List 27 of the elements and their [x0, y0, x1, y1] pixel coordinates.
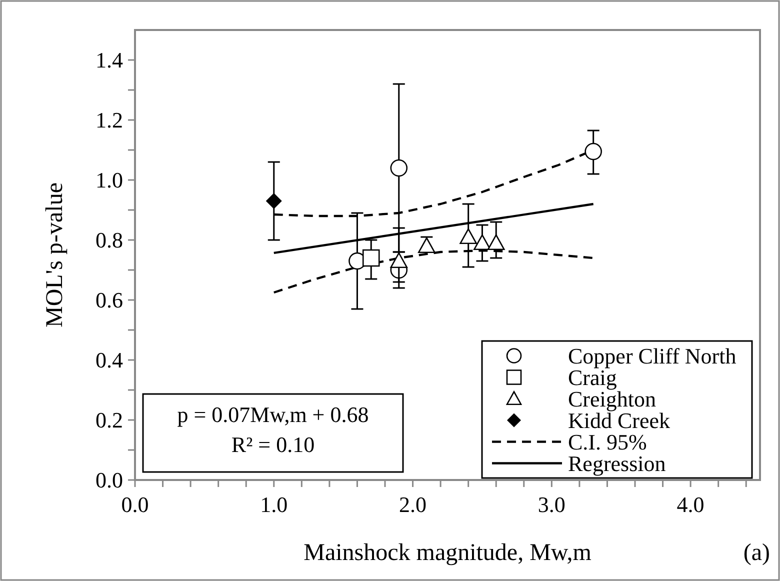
x-tick-label: 3.0: [538, 492, 566, 517]
y-tick-label: 1.2: [96, 108, 123, 133]
y-tick-label: 1.4: [96, 48, 123, 73]
y-tick-label: 1.0: [96, 168, 123, 193]
x-tick-label: 2.0: [399, 492, 427, 517]
point: [390, 159, 408, 177]
y-tick-label: 0.6: [96, 288, 123, 313]
point: [266, 193, 282, 209]
point: [474, 234, 491, 250]
annotation: p = 0.07Mw,m + 0.68 R² = 0.10: [177, 402, 369, 457]
point: [418, 237, 436, 254]
x-axis-title: Mainshock magnitude, Mw,m: [304, 540, 592, 566]
y-tick-label: 0.4: [96, 348, 123, 373]
x-tick-label: 1.0: [260, 492, 288, 517]
y-tick-label: 0.8: [96, 228, 123, 253]
point: [487, 234, 505, 250]
y-axis-title: MOL's p-value: [42, 182, 68, 328]
point: [584, 142, 602, 160]
legend-label: Copper Cliff North: [568, 343, 736, 368]
y-tick-label: 0.0: [96, 468, 123, 493]
point: [460, 228, 477, 244]
x-tick-label: 0.0: [121, 492, 149, 517]
x-tick-label: 4.0: [676, 492, 704, 517]
y-tick-label: 0.2: [96, 408, 123, 433]
point: [390, 252, 408, 268]
text: (a): [743, 540, 770, 566]
point: [362, 249, 380, 267]
